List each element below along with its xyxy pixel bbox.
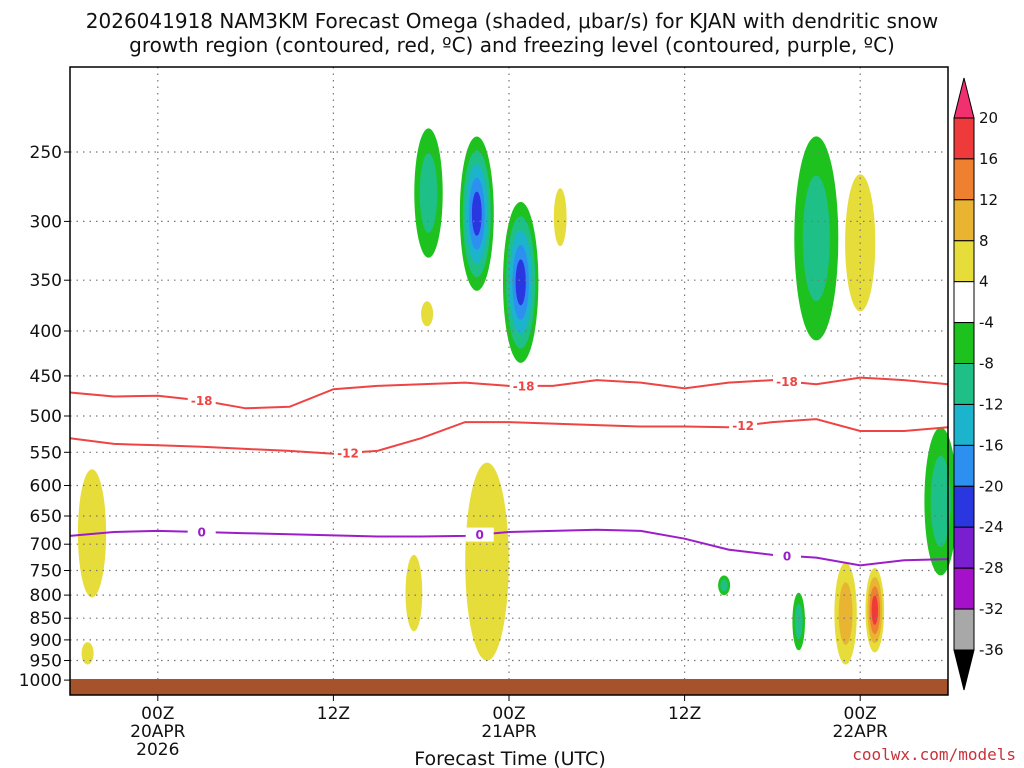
colorbar-label-13: -36	[979, 641, 1004, 659]
colorbar-box-6	[953, 363, 975, 405]
colorbar-label-7: -12	[979, 396, 1004, 414]
colorbar-box-3	[953, 240, 975, 283]
colorbar: 20 16 12 8 4 -4 -8 -12 -16 -20 -24 -28 -32 -36	[953, 77, 1004, 691]
omega-shade-7-0	[405, 554, 423, 632]
colorbar-label-4: 4	[979, 273, 989, 291]
contour-label-bg-1-0	[334, 445, 362, 460]
contour-0	[69, 376, 949, 410]
x-tick-date-24: 21APR	[481, 722, 537, 742]
y-tick-label-350: 350	[30, 271, 62, 291]
colorbar-label-9: -20	[979, 477, 1004, 495]
contour-2	[69, 528, 949, 567]
omega-shade-11-1	[838, 582, 853, 645]
colorbar-box-9	[953, 485, 975, 528]
contour-label-0-1: -18	[513, 379, 535, 393]
omega-shade-15-1	[930, 455, 951, 547]
colorbar-box-10	[953, 526, 975, 569]
x-tick-label-48: 00Z	[844, 704, 877, 724]
contour-label-bg-2-0	[187, 525, 216, 539]
colorbar-box-1	[953, 158, 975, 201]
colorbar-label-2: 12	[979, 191, 998, 209]
colorbar-box-11	[953, 567, 975, 610]
omega-shade-1-0	[81, 642, 94, 665]
ground-surface-bar	[70, 679, 948, 695]
x-axis-label: Forecast Time (UTC)	[414, 748, 605, 768]
omega-shade-5-0	[553, 188, 567, 247]
contour-label-0-0: -18	[191, 394, 213, 408]
colorbar-label-8: -16	[979, 436, 1004, 454]
x-tick-label-12: 12Z	[317, 704, 350, 724]
y-tick-label-800: 800	[30, 586, 62, 606]
credit-text: coolwx.com/models	[852, 745, 1016, 764]
omega-shade-14-1	[802, 175, 830, 302]
y-tick-label-900: 900	[30, 631, 62, 651]
x-tick-date-48: 22APR	[833, 722, 889, 742]
x-tick-label-0: 00Z	[141, 704, 174, 724]
y-tick-label-1000: 1000	[19, 671, 62, 691]
colorbar-label-0: 20	[979, 109, 998, 127]
colorbar-label-11: -28	[979, 559, 1004, 577]
colorbar-label-5: -4	[979, 314, 994, 332]
colorbar-box-4	[953, 281, 975, 324]
y-tick-label-250: 250	[30, 143, 62, 163]
chart-title-line-1: 2026041918 NAM3KM Forecast Omega (shaded…	[86, 9, 938, 33]
omega-shade-12-3	[871, 595, 878, 625]
colorbar-box-2	[953, 199, 975, 242]
x-tick-label-36: 12Z	[668, 704, 701, 724]
contour-label-0-2: -18	[776, 375, 798, 389]
omega-shade-6-0	[421, 301, 434, 327]
contour-label-bg-2-2	[773, 548, 801, 563]
chart-title-line-2: growth region (contoured, red, ºC) and f…	[129, 33, 895, 57]
contour-label-2-1: 0	[476, 528, 484, 542]
y-tick-label-450: 450	[30, 367, 62, 387]
y-axis-ticks: 2503003504004505005506006507007508008509…	[19, 143, 70, 691]
colorbar-label-6: -8	[979, 355, 994, 373]
omega-shade-8-0	[465, 462, 509, 661]
omega-shade-10-1	[794, 603, 803, 640]
contour-label-bg-1-1	[729, 418, 758, 433]
y-tick-label-750: 750	[30, 562, 62, 582]
contour-label-2-2: 0	[783, 549, 791, 563]
contour-label-1-0: -12	[337, 446, 359, 460]
contour-label-bg-2-1	[465, 527, 494, 542]
contour-label-1-1: -12	[732, 419, 754, 433]
y-tick-label-850: 850	[30, 609, 62, 629]
contour-1	[69, 418, 949, 455]
omega-shade-3-4	[471, 191, 482, 236]
y-tick-label-650: 650	[30, 507, 62, 527]
colorbar-box-12	[953, 608, 975, 651]
y-tick-label-600: 600	[30, 477, 62, 497]
x-tick-year-0: 2026	[136, 740, 179, 760]
colorbar-label-1: 16	[979, 150, 998, 168]
contour-label-bg-0-1	[509, 378, 538, 393]
y-tick-label-550: 550	[30, 443, 62, 463]
contour-label-bg-0-2	[773, 374, 801, 389]
colorbar-bottom-arrow	[953, 649, 975, 691]
colorbar-box-5	[953, 322, 975, 365]
contour-layer: -18 -18 -18 -12 -12 0 0 0	[69, 374, 949, 567]
colorbar-label-10: -24	[979, 518, 1004, 536]
y-tick-label-700: 700	[30, 535, 62, 555]
omega-shade-2-1	[419, 153, 438, 233]
y-tick-label-500: 500	[30, 407, 62, 427]
colorbar-box-8	[953, 444, 975, 487]
colorbar-label-3: 8	[979, 232, 989, 250]
y-tick-label-300: 300	[30, 212, 62, 232]
x-tick-date-0: 20APR	[130, 722, 186, 742]
grid-layer	[70, 67, 948, 695]
colorbar-box-7	[953, 404, 975, 446]
y-tick-label-950: 950	[30, 652, 62, 672]
omega-shade-4-4	[515, 259, 526, 306]
contour-label-2-0: 0	[198, 526, 206, 540]
colorbar-label-12: -32	[979, 600, 1004, 618]
colorbar-box-0	[953, 117, 975, 160]
omega-shade-9-1	[720, 579, 728, 592]
y-tick-label-400: 400	[30, 322, 62, 342]
x-tick-label-24: 00Z	[492, 704, 525, 724]
colorbar-top-arrow	[953, 77, 975, 119]
contour-label-bg-0-0	[187, 393, 216, 408]
